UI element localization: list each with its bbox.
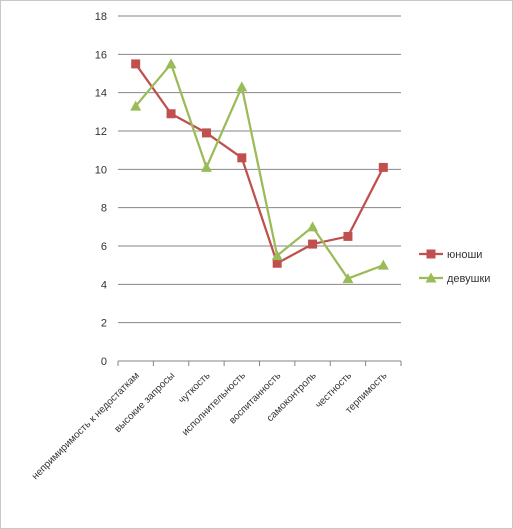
data-point-square bbox=[201, 128, 211, 138]
gridlines bbox=[118, 15, 401, 362]
data-point-triangle bbox=[200, 161, 212, 172]
data-point-triangle bbox=[236, 81, 248, 92]
data-point-square bbox=[272, 258, 282, 268]
legend-label: юноши bbox=[447, 249, 482, 261]
series-line bbox=[134, 62, 384, 280]
legend: юноши девушки bbox=[419, 249, 490, 285]
y-tick-label: 0 bbox=[101, 356, 107, 368]
x-tick-label: высокие запросы bbox=[113, 370, 178, 435]
data-point-square bbox=[308, 239, 318, 249]
data-point-square bbox=[378, 162, 388, 172]
data-point-triangle bbox=[165, 58, 177, 69]
x-tick-label: исполнительность bbox=[180, 370, 248, 438]
data-point-triangle bbox=[342, 273, 354, 284]
data-point-square bbox=[343, 231, 353, 241]
y-tick-label: 8 bbox=[101, 203, 107, 215]
data-point-triangle bbox=[425, 272, 437, 283]
data-point-square bbox=[237, 153, 247, 163]
y-tick-label: 18 bbox=[95, 11, 107, 23]
data-point-square bbox=[131, 59, 141, 69]
data-point-triangle bbox=[130, 100, 142, 111]
y-tick-label: 16 bbox=[95, 49, 107, 61]
y-tick-label: 6 bbox=[101, 241, 107, 253]
y-tick-label: 12 bbox=[95, 126, 107, 138]
data-point-square bbox=[426, 249, 436, 259]
data-point-triangle bbox=[271, 250, 283, 261]
data-point-triangle bbox=[377, 259, 389, 270]
y-axis-ticks: 0 2 4 6 8 10 12 14 16 18 bbox=[95, 11, 107, 368]
y-tick-label: 10 bbox=[95, 164, 107, 176]
y-tick-label: 14 bbox=[95, 88, 107, 100]
y-tick-label: 4 bbox=[101, 279, 107, 291]
series-line bbox=[134, 63, 385, 265]
data-point-square bbox=[166, 109, 176, 119]
series-lines bbox=[130, 58, 389, 284]
data-point-triangle bbox=[307, 221, 319, 232]
y-tick-label: 2 bbox=[101, 318, 107, 330]
x-tick-label: чуткость bbox=[177, 370, 213, 406]
legend-label: девушки bbox=[447, 273, 490, 285]
